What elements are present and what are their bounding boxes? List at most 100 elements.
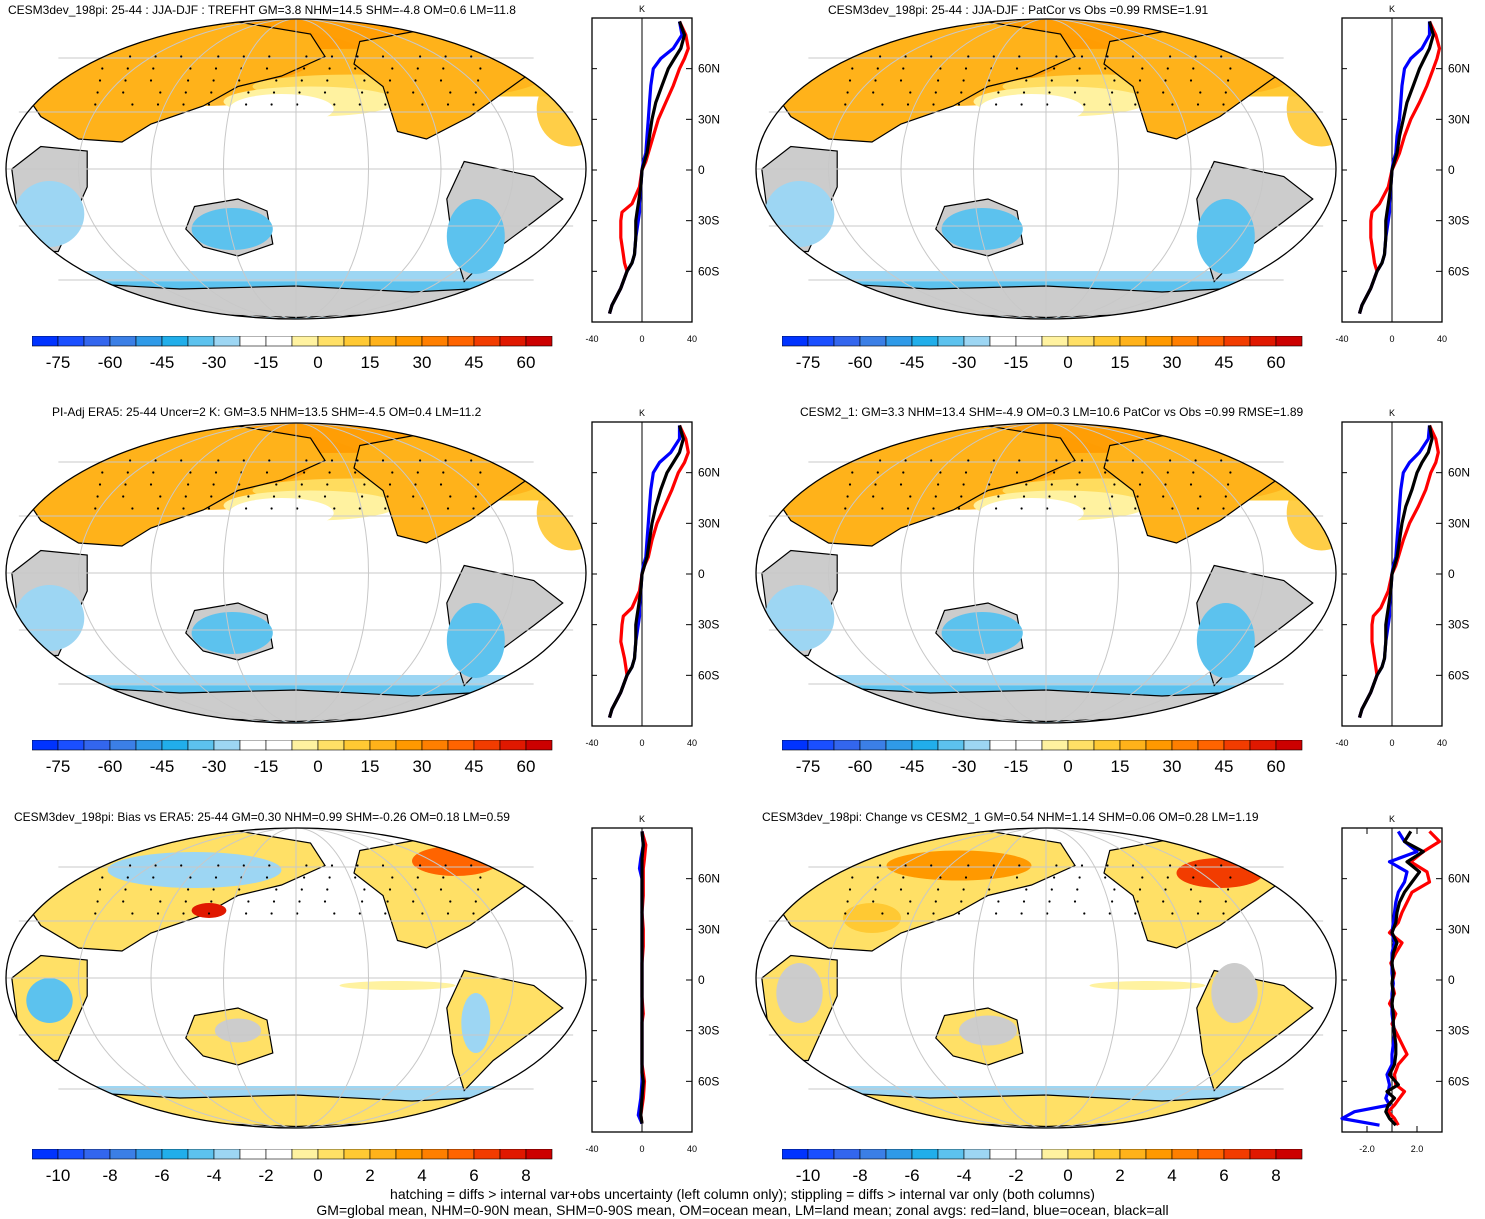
colorbar-swatch: [1067, 1149, 1095, 1160]
stipple-dot: [1194, 55, 1197, 58]
stipple-dot: [1111, 900, 1114, 903]
zonal-unit-label: K: [1389, 814, 1395, 824]
stipple-dot: [1196, 912, 1200, 915]
stipple-dot: [217, 459, 220, 462]
colorbar-label: -30: [202, 757, 227, 776]
colorbar-swatch: [109, 1149, 137, 1160]
colorbar-swatch: [782, 336, 809, 347]
stipple-dot: [358, 912, 361, 915]
stipple-dot: [124, 483, 127, 486]
stipple-dot: [1104, 471, 1107, 474]
colorbar-label: -45: [900, 353, 925, 372]
stipple-dot: [333, 507, 336, 510]
colorbar-label: -60: [848, 757, 873, 776]
zonal-x-tick-label: 40: [687, 1144, 697, 1154]
stipple-dot: [1171, 103, 1174, 106]
stipple-dot: [1196, 507, 1200, 510]
stipple-dot: [992, 864, 995, 867]
zonal-x-tick-label: -40: [585, 738, 598, 748]
stipple-dot: [354, 876, 357, 879]
stipple-dot: [964, 876, 968, 879]
stipple-dot: [1220, 55, 1223, 58]
zonal-x-tick-label: -40: [585, 334, 598, 344]
stipple-dot: [180, 864, 183, 867]
stipple-dot: [91, 55, 95, 58]
stipple-dot: [881, 103, 884, 106]
stipple-dot: [1222, 103, 1225, 106]
stipple-dot: [479, 67, 482, 70]
cold-anomaly-patch: [446, 603, 505, 678]
colorbar-label: -45: [150, 757, 175, 776]
stipple-dot: [1106, 864, 1109, 867]
stipple-dot: [937, 483, 940, 486]
zonal-lat-label: 30S: [698, 1024, 719, 1038]
stipple-dot: [1227, 79, 1230, 82]
stipple-dot: [449, 495, 452, 498]
colorbar-swatch: [1119, 740, 1147, 751]
stipple-dot: [962, 79, 965, 82]
stipple-dot: [129, 459, 132, 462]
panel-1-title: CESM3dev_198pi: 25-44 : JJA-DJF : TREFHT…: [8, 3, 516, 17]
stipple-dot: [1136, 900, 1139, 903]
stipple-dot: [899, 79, 903, 82]
zonal-lat-label: 60N: [1448, 62, 1470, 76]
colorbar-swatch: [369, 740, 397, 751]
panel-3-zonal-plot: K -40 0 40 60N 30N 0 30S 60S: [585, 408, 720, 748]
map-outline: [755, 422, 1337, 724]
stipple-dot: [844, 507, 847, 510]
stipple-dot: [1050, 888, 1053, 891]
stipple-dot: [1131, 459, 1135, 462]
stipple-dot: [474, 91, 477, 94]
colorbar-swatch: [187, 740, 215, 751]
stipple-dot: [323, 900, 327, 903]
colorbar-swatch: [265, 336, 293, 347]
zonal-lat-label: 60N: [1448, 466, 1470, 480]
zonal-lat-label: 60N: [698, 872, 720, 886]
stipple-dot: [381, 459, 385, 462]
zonal-x-tick-label: -2.0: [1359, 1144, 1375, 1154]
stipple-dot: [214, 876, 218, 879]
stipple-dot: [844, 103, 847, 106]
stipple-dot: [444, 55, 447, 58]
colorbar-swatch: [1145, 336, 1173, 347]
stipple-dot: [414, 888, 417, 891]
stipple-dot: [96, 495, 99, 498]
colorbar-swatch: [859, 1149, 887, 1160]
cold-anomaly-patch: [764, 585, 835, 651]
stipple-dot: [154, 459, 157, 462]
stipple-dot: [303, 67, 306, 70]
colorbar-swatch: [1197, 1149, 1225, 1160]
colorbar-swatch: [1249, 740, 1277, 751]
footer-legend-line-2: GM=global mean, NHM=0-90N mean, SHM=0-90…: [316, 1202, 1169, 1218]
colorbar-swatch: [782, 740, 809, 751]
stipple-dot: [156, 507, 160, 510]
colorbar-swatch: [135, 1149, 163, 1160]
stipple-dot: [1138, 483, 1142, 486]
stipple-dot: [995, 507, 998, 510]
stippling: [841, 864, 1232, 915]
stipple-dot: [91, 459, 95, 462]
stipple-dot: [906, 103, 910, 106]
stipple-dot: [874, 483, 877, 486]
stipple-dot: [1046, 507, 1049, 510]
stipple-dot: [1108, 912, 1111, 915]
colorbar-swatch: [937, 740, 965, 751]
colorbar-swatch: [447, 1149, 475, 1160]
colorbar-label: -2: [258, 1166, 273, 1185]
stipple-dot: [846, 91, 849, 94]
panel-3-title: PI-Adj ERA5: 25-44 Uncer=2 K: GM=3.5 NHM…: [52, 405, 482, 419]
colorbar-label: 0: [1063, 1166, 1072, 1185]
stipple-dot: [939, 471, 942, 474]
stipple-dot: [1018, 459, 1021, 462]
stipple-dot: [930, 459, 933, 462]
panel-4-colorbar: -75-60-45-30-1501530456075: [782, 740, 1303, 776]
stipple-dot: [1025, 483, 1028, 486]
stipple-dot: [300, 483, 303, 486]
stipple-dot: [470, 864, 473, 867]
colorbar-swatch: [421, 336, 449, 347]
stipple-dot: [1189, 888, 1193, 891]
stipple-dot: [997, 91, 1000, 94]
stipple-dot: [1220, 459, 1223, 462]
stipple-dot: [474, 495, 477, 498]
stipple-dot: [1025, 888, 1028, 891]
